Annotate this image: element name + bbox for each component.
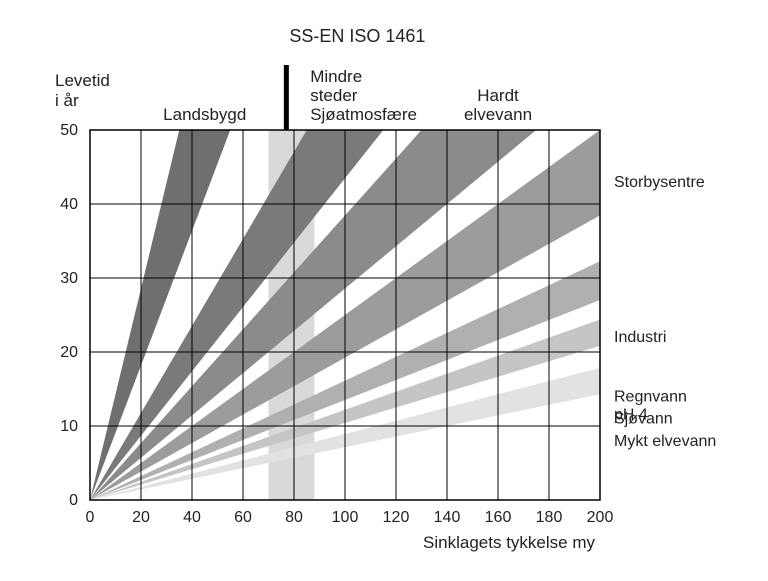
x-tick-0: 0 [86, 509, 95, 526]
y-tick-20: 20 [60, 344, 78, 361]
x-tick-160: 160 [485, 509, 512, 526]
top-label-1-2: Sjøatmosfære [310, 105, 417, 124]
top-label-2-0: Hardt [477, 86, 519, 105]
y-axis-label-1: i år [55, 91, 79, 110]
y-tick-50: 50 [60, 122, 78, 139]
right-label-MyktElvevann-0: Mykt elvevann [614, 433, 716, 450]
x-tick-180: 180 [536, 509, 563, 526]
right-label-RegnvannPH4-0: Regnvann [614, 388, 687, 405]
x-tick-40: 40 [183, 509, 201, 526]
right-label-Industri-0: Industri [614, 329, 666, 346]
chart-title: SS-EN ISO 1461 [289, 26, 425, 46]
top-label-0: Landsbygd [163, 105, 246, 124]
top-label-2-1: elvevann [464, 105, 532, 124]
y-tick-10: 10 [60, 418, 78, 435]
y-tick-40: 40 [60, 196, 78, 213]
x-tick-80: 80 [285, 509, 303, 526]
y-tick-0: 0 [69, 492, 78, 509]
chart-container: 0 20 40 60 80 100 120 140 160 180 200 0 10 20 30 40 50 Si… [0, 0, 768, 581]
x-tick-60: 60 [234, 509, 252, 526]
top-label-1-1: steder [310, 86, 358, 105]
top-label-1-0: Mindre [310, 67, 362, 86]
chart-svg: 0 20 40 60 80 100 120 140 160 180 200 0 10 20 30 40 50 Si… [0, 0, 768, 581]
y-axis-label-0: Levetid [55, 71, 110, 90]
x-tick-100: 100 [332, 509, 359, 526]
x-tick-140: 140 [434, 509, 461, 526]
x-tick-120: 120 [383, 509, 410, 526]
x-axis-label: Sinklagets tykkelse my [423, 533, 595, 552]
x-tick-200: 200 [587, 509, 614, 526]
x-tick-20: 20 [132, 509, 150, 526]
y-tick-30: 30 [60, 270, 78, 287]
right-label-MindreSteder-0: Storbysentre [614, 174, 705, 191]
right-label-Sjovann-0: Sjøvann [614, 411, 673, 428]
